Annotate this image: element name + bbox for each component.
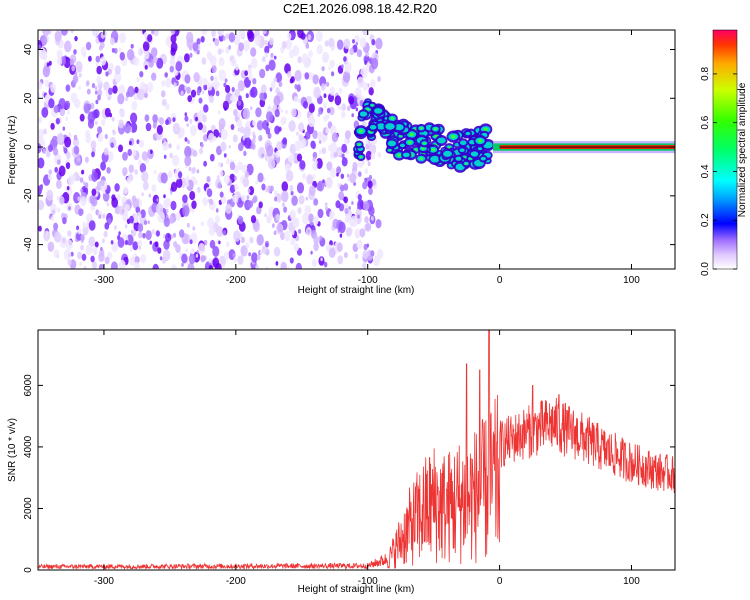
colorbar-label: Normalized spectral amplitude: [737, 82, 748, 217]
snr-x-tick-label: 0: [497, 576, 503, 587]
spectrogram-x-tick-label: -100: [358, 275, 378, 286]
snr-frame: [37, 329, 676, 571]
snr-plot-area: [38, 330, 675, 570]
colorbar: 0.0 0.2 0.4 0.6 0.8 Normalized spectral ampl…: [700, 29, 748, 276]
spectrogram-y-tick-label: 20: [23, 92, 34, 104]
spectrogram-x-tick-label: 0: [497, 275, 503, 286]
snr-x-tick-label: -100: [358, 576, 378, 587]
snr-y-tick-label: 2000: [23, 497, 34, 520]
snr-x-label: Height of straight line (km): [298, 584, 415, 595]
snr-x-tick-label: -300: [94, 576, 114, 587]
spectrogram-frame: [37, 29, 676, 270]
snr-x-tick-label: 100: [623, 576, 640, 587]
snr-y-tick-label: 6000: [23, 374, 34, 397]
colorbar-gradient: [713, 30, 737, 269]
spectrogram-x-tick-label: -300: [94, 275, 114, 286]
colorbar-ticks: 0.0 0.2 0.4 0.6 0.8: [700, 67, 737, 276]
snr-y-tick-label: 4000: [23, 435, 34, 458]
spectrogram-x-tick-label: -200: [226, 275, 246, 286]
spectrogram-y-tick-label: -40: [23, 237, 34, 252]
colorbar-tick-label: 0.8: [700, 67, 711, 81]
snr-series-line: [38, 330, 675, 570]
figure-title: C2E1.2026.098.18.42.R20: [283, 1, 437, 16]
spectrogram-y-tick-label: 0: [23, 144, 34, 150]
colorbar-frame: [712, 29, 738, 270]
colorbar-tick-label: 0.0: [700, 262, 711, 276]
colorbar-tick-label: 0.2: [700, 213, 711, 227]
spectrogram-plot-area: [38, 30, 675, 269]
spectrogram-signal: [353, 98, 495, 173]
snr-y-label: SNR (10 * v/v): [7, 418, 18, 482]
spectrogram-noise: [38, 30, 384, 269]
snr-y-tick-label: 0: [23, 567, 34, 573]
spectrogram-x-label: Height of straight line (km): [298, 285, 415, 296]
colorbar-tick-label: 0.6: [700, 115, 711, 129]
spectrogram-steady-line: [493, 140, 675, 154]
spectrogram-y-label: Frequency (Hz): [7, 116, 18, 185]
spectrogram-y-tick-label: 40: [23, 44, 34, 56]
spectrogram-y-tick-label: -20: [23, 188, 34, 203]
colorbar-tick-label: 0.4: [700, 164, 711, 178]
snr-x-tick-label: -200: [226, 576, 246, 587]
spectrogram-x-tick-label: 100: [623, 275, 640, 286]
